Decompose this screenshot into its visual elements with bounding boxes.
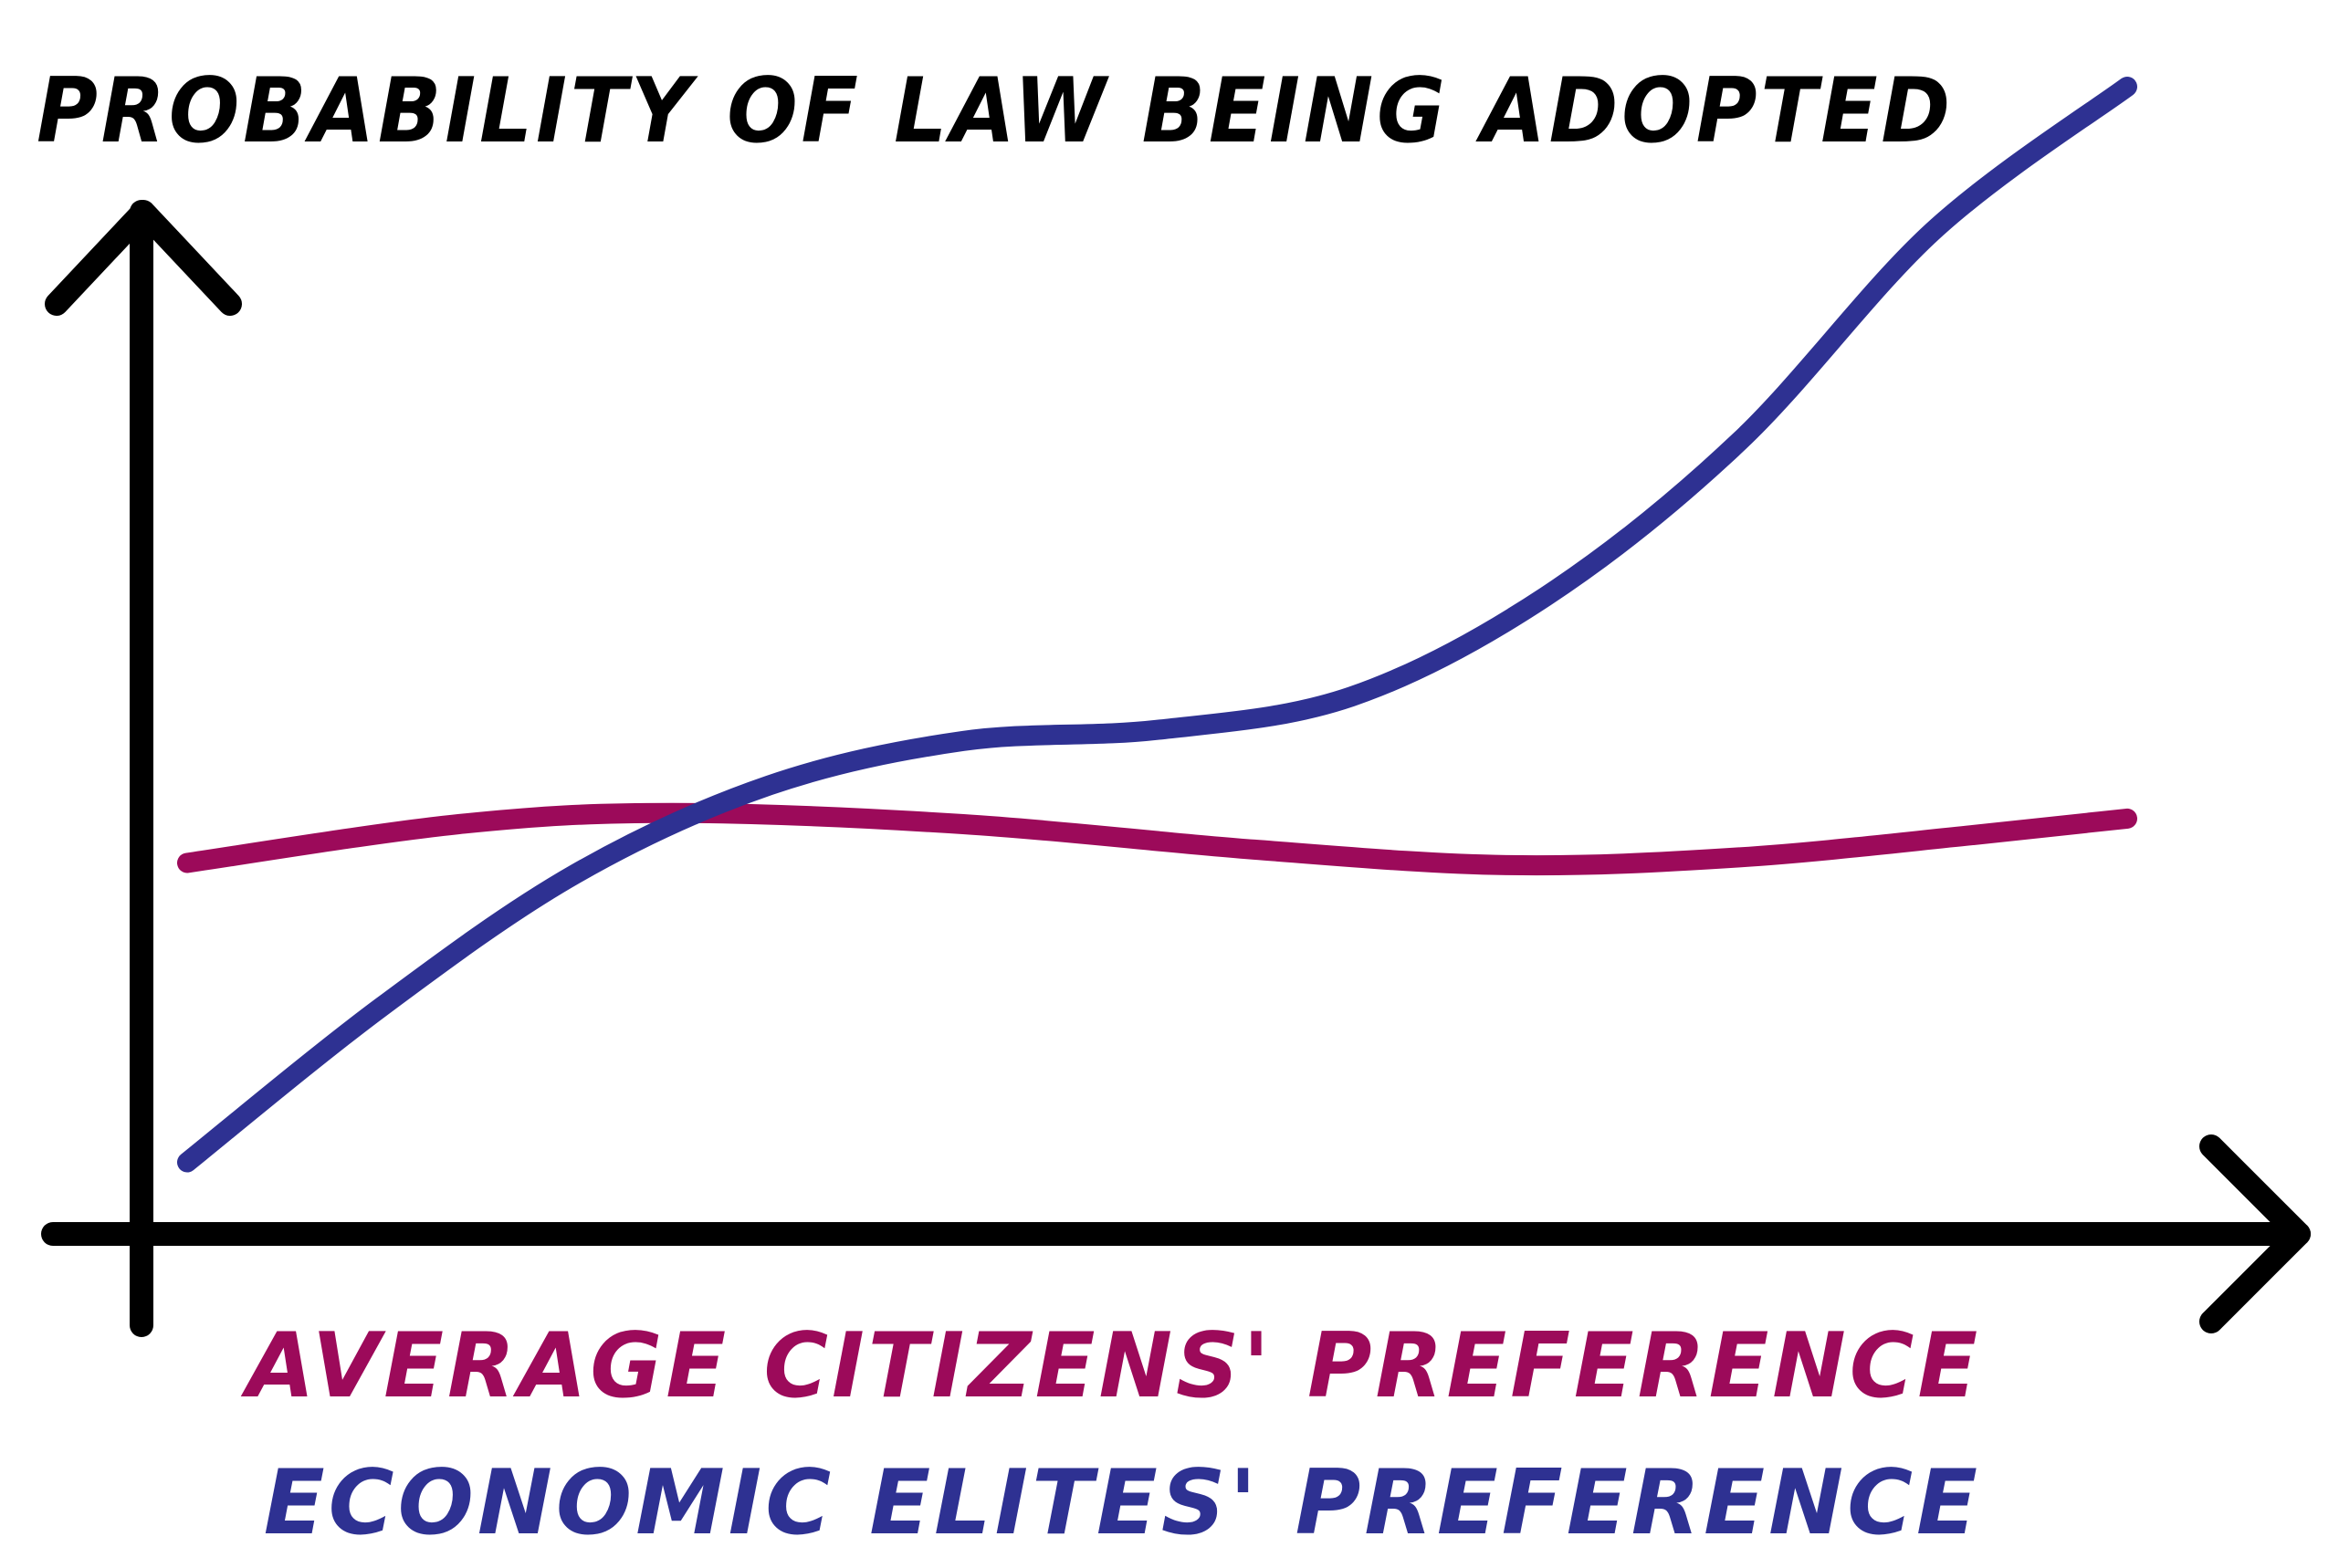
x-label-average-citizens: AVERAGE CITIZENS' PREFERENCE	[240, 1314, 1981, 1418]
series-line-economic-elites	[177, 77, 2137, 1173]
x-axis-arrowhead	[2199, 1134, 2311, 1333]
series-layer	[177, 77, 2137, 1173]
series-line-average-citizens	[177, 802, 2137, 876]
chart-title: PROBABILITY OF LAW BEING ADOPTED	[37, 59, 1954, 163]
y-axis	[45, 200, 242, 1337]
x-axis	[41, 1134, 2311, 1333]
y-axis-arrowhead	[45, 200, 242, 316]
x-label-economic-elites: ECONOMIC ELITES' PREFERENCE	[264, 1451, 1981, 1555]
